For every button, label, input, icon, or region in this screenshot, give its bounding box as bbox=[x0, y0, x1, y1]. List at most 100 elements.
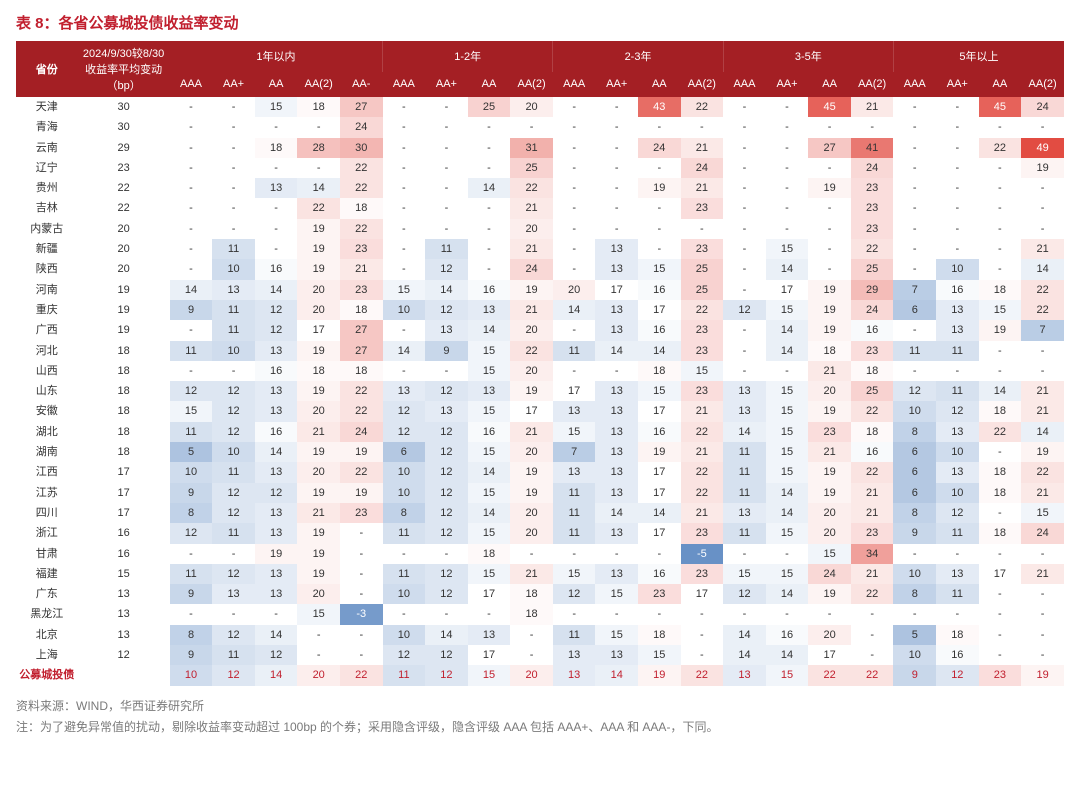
cell-value: - bbox=[808, 158, 851, 178]
cell-value: 12 bbox=[425, 665, 468, 685]
cell-value: - bbox=[766, 138, 809, 158]
cell-value: 19 bbox=[255, 544, 298, 564]
cell-province: 浙江 bbox=[16, 523, 77, 543]
cell-value: 22 bbox=[681, 665, 724, 685]
cell-value: 20 bbox=[510, 665, 553, 685]
cell-value: - bbox=[979, 625, 1022, 645]
cell-value: - bbox=[255, 158, 298, 178]
cell-value: 14 bbox=[468, 320, 511, 340]
cell-value: - bbox=[212, 138, 255, 158]
cell-value: - bbox=[979, 259, 1022, 279]
cell-value: 21 bbox=[851, 97, 894, 117]
cell-value: - bbox=[468, 198, 511, 218]
cell-value: - bbox=[893, 158, 936, 178]
cell-value: 10 bbox=[383, 584, 426, 604]
cell-value: 17 bbox=[553, 381, 596, 401]
cell-value: 20 bbox=[297, 401, 340, 421]
cell-value: - bbox=[723, 320, 766, 340]
cell-province: 甘肃 bbox=[16, 544, 77, 564]
hdr-bp-l3: （bp） bbox=[79, 77, 167, 93]
cell-value: 21 bbox=[510, 300, 553, 320]
cell-value: 12 bbox=[212, 401, 255, 421]
cell-value: 14 bbox=[468, 503, 511, 523]
cell-value: 21 bbox=[340, 259, 383, 279]
cell-value: 14 bbox=[595, 341, 638, 361]
cell-bp: 22 bbox=[77, 178, 169, 198]
cell-value: - bbox=[766, 97, 809, 117]
cell-value: 12 bbox=[425, 483, 468, 503]
cell-value: 11 bbox=[212, 523, 255, 543]
cell-value: 15 bbox=[681, 361, 724, 381]
cell-value: 13 bbox=[936, 462, 979, 482]
cell-value: - bbox=[638, 117, 681, 137]
cell-value: - bbox=[595, 117, 638, 137]
cell-value: 18 bbox=[340, 300, 383, 320]
cell-value: - bbox=[170, 97, 213, 117]
cell-value: 23 bbox=[979, 665, 1022, 685]
cell-value: 31 bbox=[510, 138, 553, 158]
cell-value: - bbox=[468, 117, 511, 137]
cell-value: 17 bbox=[681, 584, 724, 604]
hdr-sub-11: AA bbox=[638, 72, 681, 97]
cell-value: - bbox=[383, 158, 426, 178]
cell-value: - bbox=[681, 625, 724, 645]
cell-value: 13 bbox=[212, 584, 255, 604]
cell-value: 22 bbox=[979, 138, 1022, 158]
cell-value: - bbox=[383, 604, 426, 624]
cell-value: - bbox=[425, 97, 468, 117]
cell-value: 14 bbox=[766, 341, 809, 361]
cell-value: 17 bbox=[808, 645, 851, 665]
cell-value: -5 bbox=[681, 544, 724, 564]
table-row: 天津30--151827--2520--4322--4521--4524 bbox=[16, 97, 1064, 117]
cell-value: 13 bbox=[595, 401, 638, 421]
cell-value: 15 bbox=[766, 665, 809, 685]
hdr-grp-2: 2-3年 bbox=[553, 41, 723, 72]
cell-value: - bbox=[808, 117, 851, 137]
cell-value: 16 bbox=[936, 645, 979, 665]
cell-value: - bbox=[638, 158, 681, 178]
cell-value: 15 bbox=[297, 604, 340, 624]
cell-value: 24 bbox=[638, 138, 681, 158]
cell-value: 21 bbox=[297, 503, 340, 523]
hdr-sub-16: AA(2) bbox=[851, 72, 894, 97]
cell-value: 10 bbox=[383, 462, 426, 482]
cell-value: - bbox=[170, 320, 213, 340]
cell-value: 15 bbox=[468, 442, 511, 462]
cell-value: 15 bbox=[468, 483, 511, 503]
cell-value: - bbox=[468, 239, 511, 259]
cell-value: 13 bbox=[255, 564, 298, 584]
cell-province: 河北 bbox=[16, 341, 77, 361]
table-row: 广西19-11121727-131420-131623-141916-13197 bbox=[16, 320, 1064, 340]
hdr-bp-l1: 2024/9/30较8/30 bbox=[79, 45, 167, 61]
cell-value: 22 bbox=[979, 422, 1022, 442]
cell-value: 11 bbox=[212, 300, 255, 320]
cell-value: 18 bbox=[340, 198, 383, 218]
cell-value: 14 bbox=[595, 503, 638, 523]
cell-value: - bbox=[595, 138, 638, 158]
cell-value: 22 bbox=[1021, 300, 1064, 320]
cell-value: 19 bbox=[808, 280, 851, 300]
cell-value: 16 bbox=[468, 422, 511, 442]
cell-value: - bbox=[383, 138, 426, 158]
cell-value: 15 bbox=[553, 564, 596, 584]
cell-value: 13 bbox=[468, 381, 511, 401]
cell-value: - bbox=[1021, 584, 1064, 604]
cell-value: - bbox=[340, 544, 383, 564]
cell-value: 15 bbox=[979, 300, 1022, 320]
table-row: 山西18--161818--1520--1815--2118---- bbox=[16, 361, 1064, 381]
cell-value: - bbox=[340, 564, 383, 584]
cell-value: 18 bbox=[297, 97, 340, 117]
cell-value: 11 bbox=[553, 483, 596, 503]
cell-value: 12 bbox=[255, 320, 298, 340]
cell-value: 6 bbox=[383, 442, 426, 462]
cell-value: - bbox=[979, 239, 1022, 259]
cell-value: - bbox=[340, 645, 383, 665]
cell-value: 29 bbox=[851, 280, 894, 300]
cell-value: 6 bbox=[893, 442, 936, 462]
cell-value: 12 bbox=[212, 483, 255, 503]
cell-value: 13 bbox=[255, 523, 298, 543]
cell-value: 11 bbox=[425, 239, 468, 259]
cell-value: - bbox=[723, 117, 766, 137]
cell-value: - bbox=[936, 117, 979, 137]
cell-value: - bbox=[297, 625, 340, 645]
